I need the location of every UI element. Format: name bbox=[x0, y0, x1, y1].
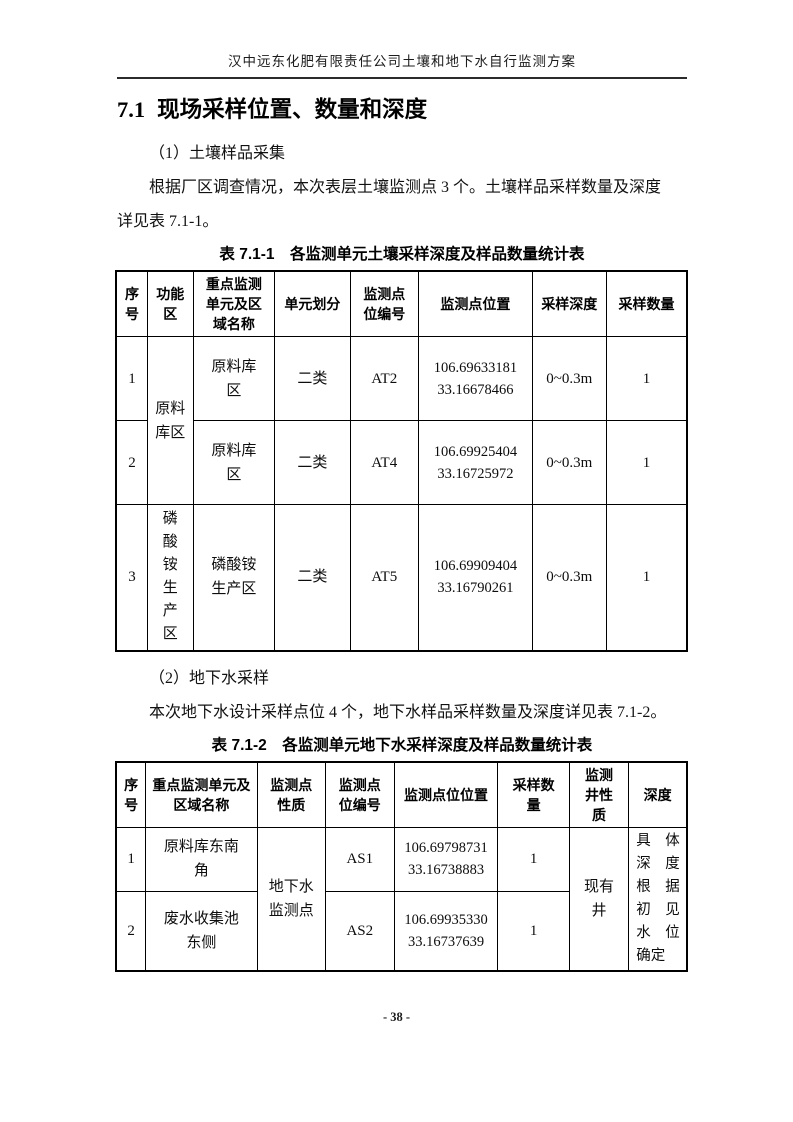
groundwater-sampling-paragraph: 本次地下水设计采样点位 4 个，地下水样品采样数量及深度详见表 7.1-2。 bbox=[149, 703, 667, 721]
cell-name: 废水收集池 东侧 bbox=[145, 891, 258, 971]
soil-sampling-paragraph: 根据厂区调查情况，本次表层土壤监测点 3 个。土壤样品采样数量及深度 详见表 7… bbox=[117, 179, 662, 230]
cell-unit: 磷酸铵 生产区 bbox=[192, 504, 276, 651]
column-header-depth: 深度 bbox=[628, 761, 688, 828]
soil-sampling-label: （1）土壤样品采集 bbox=[149, 145, 286, 162]
column-header-no: 序 号 bbox=[115, 761, 147, 828]
table-header-row: 序 号 重点监测单元及 区域名称 监测点 性质 监测点 位编号 监测点位位置 采… bbox=[115, 761, 688, 828]
soil-sampling-table: 序 号 功能 区 重点监测 单元及区 域名称 单元划分 监测点 位编号 监测点位… bbox=[115, 270, 688, 652]
column-header-location: 监测点位置 bbox=[418, 270, 533, 337]
cell-location: 106.69909404 33.16790261 bbox=[418, 504, 533, 651]
column-header-name: 重点监测单元及 区域名称 bbox=[145, 761, 258, 828]
table2-caption: 表 7.1-2 各监测单元地下水采样深度及样品数量统计表 bbox=[211, 736, 593, 754]
header-rule bbox=[117, 77, 687, 79]
cell-no: 2 bbox=[115, 891, 147, 971]
cell-location: 106.69935330 33.16737639 bbox=[393, 891, 499, 971]
column-header-point-id: 监测点 位编号 bbox=[325, 761, 395, 828]
column-header-no: 序 号 bbox=[115, 270, 148, 337]
cell-no: 3 bbox=[115, 504, 148, 651]
table-row: 1 原料库东南 角 地下水 监测点 AS1 106.69798731 33.16… bbox=[115, 826, 688, 971]
section-title: 现场采样位置、数量和深度 bbox=[157, 97, 428, 122]
cell-unit: 原料库 区 bbox=[192, 420, 276, 505]
cell-no: 1 bbox=[115, 826, 147, 893]
cell-point-id: AT4 bbox=[349, 420, 420, 505]
cell-count: 1 bbox=[497, 826, 570, 893]
table-header-row: 序 号 功能 区 重点监测 单元及区 域名称 单元划分 监测点 位编号 监测点位… bbox=[115, 270, 688, 337]
cell-division: 二类 bbox=[274, 504, 351, 651]
column-header-depth: 采样深度 bbox=[531, 270, 607, 337]
table1-caption: 表 7.1-1 各监测单元土壤采样深度及样品数量统计表 bbox=[219, 246, 585, 263]
table-row: 3 磷 酸 铵 生 产 区 磷酸铵 生产区 二类 AT5 106.6990940… bbox=[115, 504, 688, 651]
cell-no: 1 bbox=[115, 336, 148, 421]
table-row: 2 原料库 区 二类 AT4 106.69925404 33.16725972 … bbox=[115, 420, 688, 505]
cell-point-id: AT5 bbox=[349, 504, 420, 651]
cell-point-id: AS1 bbox=[325, 826, 395, 893]
column-header-count: 采样数量 bbox=[605, 270, 688, 337]
cell-point-id: AS2 bbox=[325, 891, 395, 971]
cell-count: 1 bbox=[497, 891, 570, 971]
cell-name: 原料库东南 角 bbox=[145, 826, 258, 893]
cell-count: 1 bbox=[605, 504, 688, 651]
cell-point-id: AT2 bbox=[349, 336, 420, 421]
cell-unit: 原料库 区 bbox=[192, 336, 276, 421]
column-header-nature: 监测点 性质 bbox=[256, 761, 327, 828]
document-header-title: 汉中远东化肥有限责任公司土壤和地下水自行监测方案 bbox=[228, 54, 576, 69]
table-row: 1 原料 库区 原料库 区 二类 AT2 106.69633181 33.166… bbox=[115, 336, 688, 505]
cell-count: 1 bbox=[605, 420, 688, 505]
content-column: 汉中远东化肥有限责任公司土壤和地下水自行监测方案 7.1 现场采样位置、数量和深度… bbox=[115, 0, 688, 972]
spacer bbox=[117, 652, 687, 662]
page-number: - 38 - bbox=[382, 1010, 411, 1024]
cell-zone: 原料 库区 bbox=[146, 336, 194, 505]
cell-no: 2 bbox=[115, 420, 148, 505]
cell-nature: 地下水 监测点 bbox=[256, 826, 327, 971]
column-header-location: 监测点位位置 bbox=[393, 761, 499, 828]
column-header-count: 采样数 量 bbox=[497, 761, 570, 828]
cell-location: 106.69925404 33.16725972 bbox=[418, 420, 533, 505]
cell-location: 106.69798731 33.16738883 bbox=[393, 826, 499, 893]
cell-well: 现有 井 bbox=[568, 826, 630, 971]
column-header-point-id: 监测点 位编号 bbox=[349, 270, 420, 337]
cell-count: 1 bbox=[605, 336, 688, 421]
column-header-zone: 功能 区 bbox=[146, 270, 194, 337]
cell-location: 106.69633181 33.16678466 bbox=[418, 336, 533, 421]
section-heading: 7.1 现场采样位置、数量和深度 bbox=[117, 95, 687, 125]
cell-depth: 0~0.3m bbox=[531, 420, 607, 505]
cell-depth: 0~0.3m bbox=[531, 336, 607, 421]
column-header-unit: 重点监测 单元及区 域名称 bbox=[192, 270, 276, 337]
cell-depth: 0~0.3m bbox=[531, 504, 607, 651]
cell-zone: 磷 酸 铵 生 产 区 bbox=[146, 504, 194, 651]
cell-division: 二类 bbox=[274, 336, 351, 421]
cell-depth-note: 具 体 深 度 根 据 初 见 水 位 确定 bbox=[628, 826, 688, 971]
cell-division: 二类 bbox=[274, 420, 351, 505]
groundwater-sampling-table: 序 号 重点监测单元及 区域名称 监测点 性质 监测点 位编号 监测点位位置 采… bbox=[115, 760, 688, 972]
section-number: 7.1 bbox=[117, 97, 146, 122]
groundwater-sampling-label: （2）地下水采样 bbox=[149, 669, 270, 687]
column-header-well: 监测 井性 质 bbox=[568, 761, 630, 828]
table-row: 2 废水收集池 东侧 AS2 106.69935330 33.16737639 … bbox=[115, 891, 687, 971]
column-header-division: 单元划分 bbox=[274, 270, 351, 337]
